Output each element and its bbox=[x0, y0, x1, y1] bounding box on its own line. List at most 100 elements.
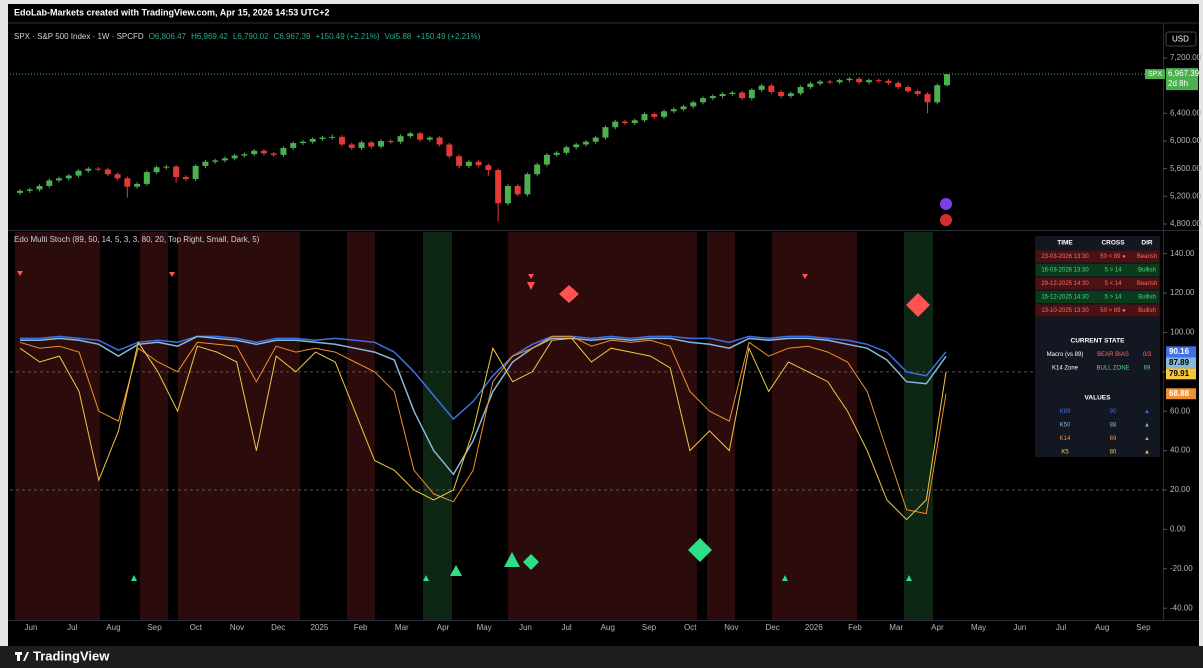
price-tag-symbol: SPX bbox=[1148, 71, 1162, 78]
table-header: CROSS bbox=[1101, 240, 1125, 247]
x-tick-label: Dec bbox=[765, 623, 779, 632]
candle-body bbox=[85, 168, 92, 171]
candle-body bbox=[231, 155, 238, 159]
candle-body bbox=[826, 81, 833, 83]
candle-body bbox=[163, 166, 170, 168]
candle-body bbox=[817, 81, 824, 84]
sell-marker bbox=[169, 272, 175, 277]
table-section-title: VALUES bbox=[1085, 395, 1112, 402]
x-tick-label: Nov bbox=[230, 623, 244, 632]
event-icon[interactable] bbox=[940, 214, 952, 226]
candle-body bbox=[104, 169, 111, 175]
candle-body bbox=[885, 80, 892, 83]
candle-body bbox=[446, 144, 453, 157]
legend-item: +150.49 (+2.21%) bbox=[416, 32, 480, 41]
candle-body bbox=[592, 137, 599, 142]
candle-body bbox=[378, 141, 385, 147]
table-cell: Bearish bbox=[1137, 281, 1157, 287]
price-tag-price: 6,967.39 bbox=[1168, 69, 1200, 78]
candle-body bbox=[573, 144, 580, 148]
candle-body bbox=[895, 82, 902, 88]
sell-marker bbox=[802, 274, 808, 279]
candle-body bbox=[602, 127, 609, 138]
footer-brand: TradingView bbox=[33, 648, 110, 663]
y-tick-label: 60.00 bbox=[1170, 406, 1191, 415]
bear-zone bbox=[707, 232, 735, 620]
candle-body bbox=[124, 178, 131, 187]
candle-body bbox=[319, 137, 326, 139]
currency: USD bbox=[1172, 35, 1189, 44]
bear-zone bbox=[178, 232, 300, 620]
y-tick-label: -40.00 bbox=[1170, 603, 1193, 612]
candle-body bbox=[329, 136, 336, 138]
table-cell: 5 > 14 bbox=[1105, 295, 1123, 301]
candle-body bbox=[758, 85, 765, 90]
table-row bbox=[1036, 277, 1159, 290]
bear-zone bbox=[772, 232, 857, 620]
candle-body bbox=[426, 137, 433, 140]
logo bbox=[23, 652, 29, 661]
x-tick-label: Jul bbox=[561, 623, 571, 632]
candle-body bbox=[46, 180, 53, 186]
candle-body bbox=[700, 98, 707, 103]
y-tick-label: 6,400.00 bbox=[1170, 108, 1202, 117]
candle-body bbox=[397, 136, 404, 142]
candle-body bbox=[719, 93, 726, 97]
candle-body bbox=[621, 121, 628, 124]
x-tick-label: Oct bbox=[190, 623, 203, 632]
candle-body bbox=[299, 141, 306, 144]
table-cell: 80 bbox=[1110, 450, 1117, 456]
candle-body bbox=[904, 87, 911, 92]
plot-layer: SPX · S&P 500 Index · 1W · SPCFD O6,806.4… bbox=[10, 32, 1202, 632]
candle-body bbox=[670, 109, 677, 112]
x-tick-label: Mar bbox=[889, 623, 903, 632]
candle-body bbox=[514, 185, 521, 195]
candle-body bbox=[387, 141, 394, 143]
table-row bbox=[1036, 264, 1159, 276]
bear-zone bbox=[140, 232, 168, 620]
candle-body bbox=[260, 150, 267, 154]
candle-body bbox=[768, 85, 775, 92]
x-tick-label: Oct bbox=[684, 623, 697, 632]
x-tick-label: Sep bbox=[147, 623, 162, 632]
y-tick-label: 4,800.00 bbox=[1170, 219, 1202, 228]
x-tick-label: Jun bbox=[1013, 623, 1026, 632]
state-bands bbox=[15, 232, 933, 620]
event-icon[interactable] bbox=[940, 198, 952, 210]
currency-button[interactable] bbox=[1165, 31, 1197, 47]
candle-body bbox=[709, 96, 716, 99]
x-tick-label: Jun bbox=[519, 623, 532, 632]
table-cell: K14 Zone bbox=[1052, 366, 1079, 372]
candle-body bbox=[504, 185, 511, 204]
candle-body bbox=[485, 165, 492, 171]
table-cell: 90 bbox=[1110, 409, 1117, 415]
y-tick-label: 20.00 bbox=[1170, 485, 1191, 494]
table-cell: Bullish bbox=[1138, 295, 1156, 301]
y-tick-label: 5,200.00 bbox=[1170, 191, 1202, 200]
x-tick-label: Nov bbox=[724, 623, 738, 632]
price-tag-countdown: 2d 8h bbox=[1168, 79, 1188, 88]
table-cell: K50 bbox=[1060, 423, 1071, 429]
table-cell: ▲ bbox=[1144, 409, 1150, 415]
candle-body bbox=[290, 143, 297, 148]
bull-zone bbox=[904, 232, 933, 620]
table-cell: 5 < 14 bbox=[1105, 281, 1123, 287]
sell-marker bbox=[527, 282, 535, 290]
table-cell: ▲ bbox=[1144, 436, 1150, 442]
candle-body bbox=[134, 183, 141, 187]
legend-item: Vol5.88 bbox=[385, 32, 412, 41]
x-tick-label: May bbox=[477, 623, 492, 632]
candle-body bbox=[836, 80, 843, 83]
table-cell: 16-03-2026 13:30 bbox=[1041, 268, 1089, 274]
table-cell: 69 bbox=[1144, 366, 1151, 372]
series-line bbox=[19, 335, 947, 515]
price-tag bbox=[1166, 68, 1198, 91]
table-cell: 88 bbox=[1110, 423, 1117, 429]
candle-body bbox=[309, 138, 316, 142]
buy-marker bbox=[450, 565, 462, 576]
bear-zone bbox=[15, 232, 100, 620]
price-tag bbox=[1145, 69, 1165, 80]
candle-body bbox=[612, 121, 619, 128]
table-cell: K89 bbox=[1060, 409, 1071, 415]
